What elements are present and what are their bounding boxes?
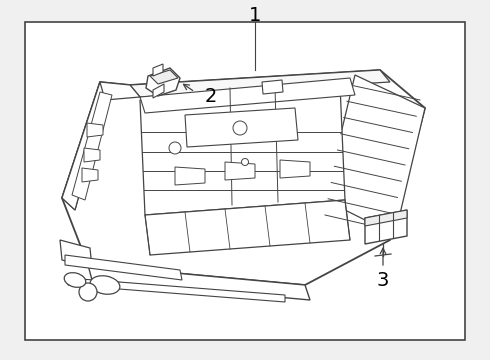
- Polygon shape: [153, 84, 164, 98]
- Polygon shape: [150, 70, 178, 84]
- Polygon shape: [325, 75, 425, 235]
- Ellipse shape: [90, 276, 120, 294]
- Polygon shape: [175, 167, 205, 185]
- Polygon shape: [72, 92, 112, 200]
- Polygon shape: [225, 162, 255, 180]
- Polygon shape: [68, 278, 285, 302]
- Ellipse shape: [64, 273, 86, 287]
- Polygon shape: [65, 255, 182, 280]
- Text: 2: 2: [205, 86, 218, 105]
- Polygon shape: [153, 64, 163, 76]
- Circle shape: [242, 158, 248, 166]
- Polygon shape: [84, 148, 100, 162]
- Polygon shape: [60, 240, 92, 268]
- Polygon shape: [130, 70, 390, 97]
- Polygon shape: [82, 168, 98, 182]
- Polygon shape: [140, 85, 345, 215]
- Polygon shape: [146, 68, 180, 96]
- Polygon shape: [280, 160, 310, 178]
- Circle shape: [169, 142, 181, 154]
- Polygon shape: [62, 70, 425, 285]
- Circle shape: [233, 121, 247, 135]
- Polygon shape: [365, 210, 407, 226]
- Circle shape: [79, 283, 97, 301]
- Text: 1: 1: [249, 5, 261, 24]
- Polygon shape: [87, 123, 103, 137]
- Polygon shape: [365, 210, 407, 244]
- Text: 3: 3: [377, 270, 389, 289]
- Polygon shape: [140, 78, 355, 113]
- Polygon shape: [88, 265, 310, 300]
- Polygon shape: [262, 80, 283, 94]
- Polygon shape: [185, 108, 298, 147]
- Polygon shape: [62, 82, 105, 210]
- Bar: [25, 22, 465, 340]
- Polygon shape: [145, 200, 350, 255]
- Polygon shape: [62, 82, 140, 210]
